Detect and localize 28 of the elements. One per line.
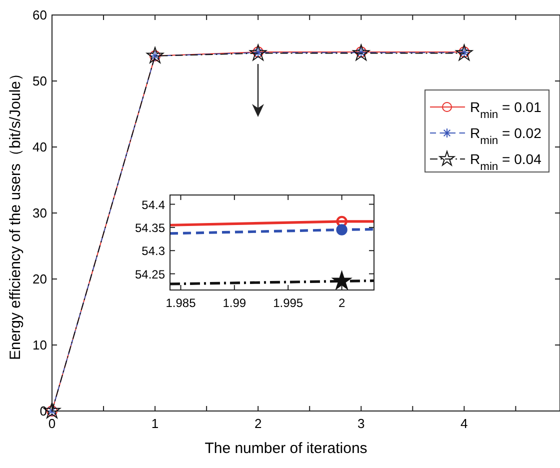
y-tick-label: 54.35 <box>134 220 166 235</box>
y-tick-label: 0 <box>40 404 47 418</box>
x-axis-title: The number of iterations <box>204 440 368 457</box>
point <box>146 46 164 64</box>
x-tick-label: 4 <box>460 416 468 431</box>
x-tick-label: 1.995 <box>273 296 304 310</box>
y-axis-title: Energy efficiency of the users（bit/s/Joule） <box>7 66 24 360</box>
legend-label: R$_{min}$ = 0.04 <box>470 151 542 173</box>
y-tick-label: 20 <box>32 272 47 286</box>
point <box>352 44 370 61</box>
y-tick-label: 54.25 <box>134 267 166 282</box>
y-tick-label: 60 <box>32 8 47 22</box>
x-tick-label: 1.985 <box>166 296 196 310</box>
y-tick-label: 50 <box>32 74 47 88</box>
x-tick-label: 2 <box>338 296 346 310</box>
y-tick-label: 54.4 <box>142 198 166 212</box>
point <box>456 44 473 61</box>
y-tick-label: 30 <box>32 206 47 220</box>
y-tick-label: 10 <box>32 338 47 352</box>
legend-label: R$_{min}$ = 0.01 <box>470 99 542 121</box>
x-tick-label: 2 <box>254 416 262 431</box>
x-tick-label: 1 <box>151 416 159 431</box>
y-tick-label: 40 <box>32 140 47 154</box>
x-tick-label: 1.99 <box>222 296 246 310</box>
y-tick-label: 54.3 <box>142 244 166 258</box>
point <box>250 44 267 61</box>
legend-label: R$_{min}$ = 0.02 <box>470 125 542 147</box>
x-tick-label: 3 <box>358 416 365 431</box>
